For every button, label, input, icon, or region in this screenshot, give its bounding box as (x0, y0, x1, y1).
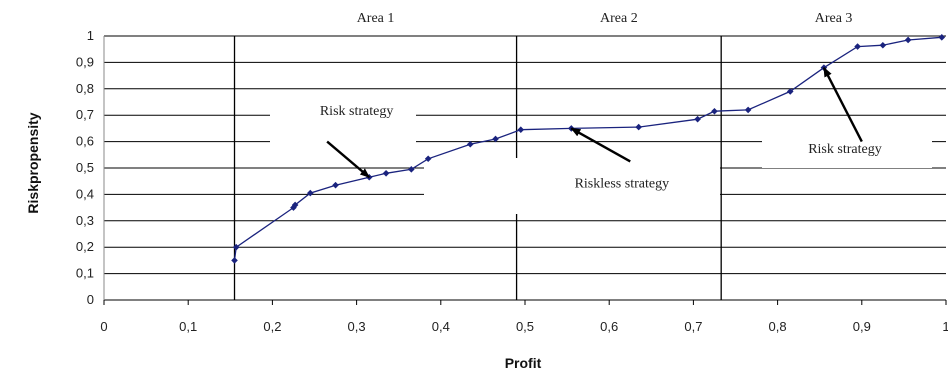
y-tick-label: 0,7 (76, 107, 94, 122)
annotations: Risk strategy Riskless strategy Risk strat… (320, 66, 882, 192)
area-label: Area 1 (357, 11, 395, 26)
y-tick-label: 0,5 (76, 160, 94, 175)
data-point (466, 140, 474, 148)
data-point (711, 107, 718, 115)
data-point (854, 43, 861, 50)
annotation-backgrounds (270, 92, 932, 214)
data-point (291, 201, 299, 209)
data-point (290, 204, 297, 211)
x-tick-label: 0,1 (179, 319, 197, 334)
x-tick-label: 1 (942, 319, 948, 334)
x-tick-label: 0,2 (263, 319, 281, 334)
x-tick-label: 0,6 (600, 319, 618, 334)
x-tick-label: 0,8 (769, 319, 787, 334)
annotation-label: Risk strategy (320, 104, 394, 119)
data-point (517, 126, 525, 134)
annotation-label: Riskless strategy (575, 177, 670, 192)
data-point (635, 123, 642, 131)
x-tick-label: 0,3 (348, 319, 366, 334)
data-point (938, 34, 946, 41)
data-point (786, 88, 794, 95)
data-point (492, 135, 499, 143)
annotation-arrow (822, 66, 863, 143)
y-tick-label: 1 (87, 28, 94, 43)
annotation-label: Risk strategy (808, 142, 882, 157)
data-point (408, 166, 415, 173)
area-label: Area 3 (815, 11, 853, 26)
y-axis-title: Riskpropensity (25, 112, 41, 213)
x-tick-label: 0,5 (516, 319, 534, 334)
data-point (332, 181, 339, 189)
area-label: Area 2 (600, 11, 638, 26)
y-tick-label: 0,1 (76, 266, 94, 281)
x-tick-label: 0,4 (432, 319, 450, 334)
data-point (904, 36, 912, 44)
data-point (424, 155, 432, 163)
x-tick-label: 0,9 (853, 319, 871, 334)
x-axis-title: Profit (505, 355, 542, 371)
annotation-background (270, 92, 416, 148)
data-point (306, 189, 314, 197)
data-point (232, 243, 240, 251)
y-tick-label: 0,6 (76, 134, 94, 149)
data-point (694, 115, 701, 123)
data-point (744, 106, 752, 114)
data-point (382, 169, 390, 177)
annotation-arrow (570, 127, 631, 163)
data-point (879, 41, 887, 49)
y-tick-label: 0,2 (76, 239, 94, 254)
y-tick-label: 0,3 (76, 213, 94, 228)
data-point (231, 257, 238, 264)
annotation-background (762, 126, 932, 168)
series-line (233, 36, 942, 261)
y-tick-label: 0,4 (76, 186, 94, 201)
y-tick-label: 0 (87, 292, 94, 307)
labels: 0 0,1 0,2 0,3 0,4 0,5 0,6 0,7 0,8 0,9 1 0 0,1 0,2 0,3 0… (76, 11, 948, 334)
y-tick-label: 0,9 (76, 54, 94, 69)
annotation-background (424, 158, 720, 214)
axes (103, 36, 947, 305)
x-tick-label: 0,7 (684, 319, 702, 334)
data-series (231, 34, 946, 264)
y-tick-label: 0,8 (76, 81, 94, 96)
annotation-arrow (326, 140, 371, 179)
x-tick-label: 0 (100, 319, 107, 334)
